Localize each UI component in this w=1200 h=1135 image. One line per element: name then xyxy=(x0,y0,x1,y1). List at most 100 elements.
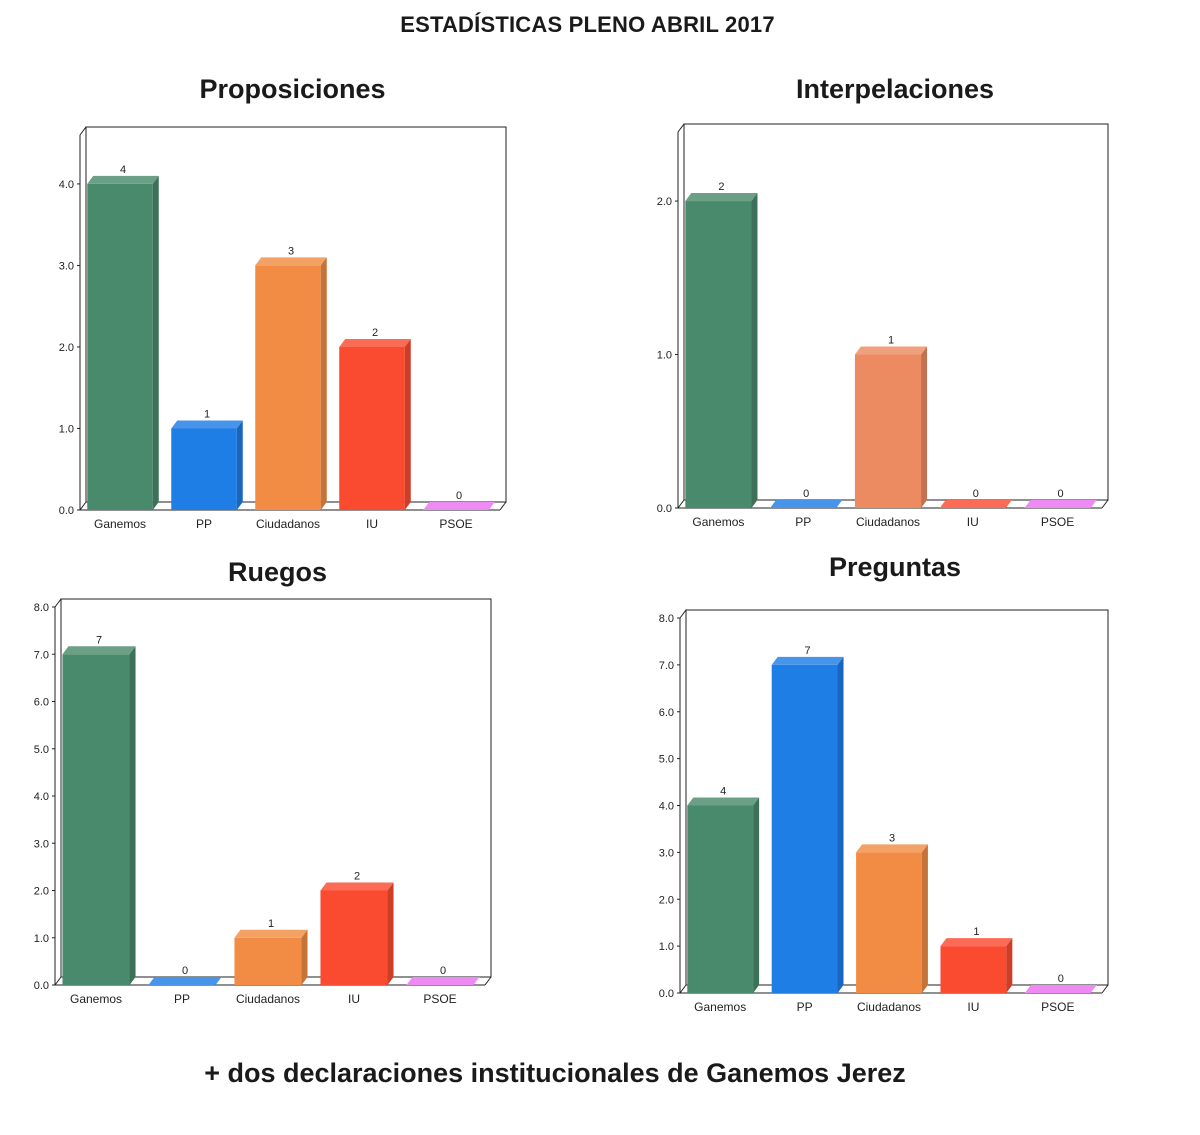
bar-value-label: 0 xyxy=(1058,488,1064,500)
y-tick-label: 1.0 xyxy=(34,933,49,945)
bar-value-label: 1 xyxy=(204,408,210,420)
y-tick-label: 5.0 xyxy=(659,754,674,766)
y-tick-label: 8.0 xyxy=(659,613,674,625)
frame-edge xyxy=(679,609,687,619)
y-tick-label: 2.0 xyxy=(59,342,74,354)
bar-top xyxy=(939,500,1012,508)
bar-side xyxy=(753,797,760,993)
bar-chart-svg: 0.0 1.0 2.0 3.0 4.0 5.0 6.0 7.0 8.0 7 Ganemos 0 PP 1 C… xyxy=(34,598,492,1006)
x-tick-label: Ganemos xyxy=(694,1000,746,1014)
frame-edge xyxy=(1101,499,1109,509)
bar-value-label: 0 xyxy=(803,488,809,500)
x-tick-label: Ganemos xyxy=(94,517,146,531)
frame-edge xyxy=(79,501,87,511)
y-tick-label: 7.0 xyxy=(34,649,49,661)
bar-chart-svg: 0.0 1.0 2.0 3.0 4.0 4 Ganemos 1 PP 3 Ciudadanos 2 IU… xyxy=(59,126,507,531)
bar-side xyxy=(921,844,928,993)
frame-edge xyxy=(79,126,87,136)
frame-edge xyxy=(54,598,62,608)
y-tick-label: 1.0 xyxy=(659,941,674,953)
y-tick-label: 6.0 xyxy=(34,697,49,709)
y-tick-label: 2.0 xyxy=(34,886,49,898)
bar-side xyxy=(129,646,136,985)
frame-edge xyxy=(54,976,62,986)
bar-top xyxy=(406,977,480,985)
bar-side xyxy=(152,175,159,511)
bar-value-label: 1 xyxy=(973,926,979,938)
chart-title: Proposiciones xyxy=(199,74,386,104)
x-tick-label: PSOE xyxy=(1041,515,1074,529)
chart-interpelaciones: Interpelaciones 0.0 1.0 2.0 2 Ganemos 0 PP 1 Ciu… xyxy=(640,70,1150,540)
bar-value-label: 0 xyxy=(456,490,462,502)
chart-title: Interpelaciones xyxy=(795,74,995,104)
bar-ciudadanos xyxy=(234,929,308,985)
frame-edge xyxy=(677,123,685,133)
bar-top xyxy=(770,500,843,508)
x-tick-label: PP xyxy=(196,517,212,531)
y-tick-label: 0.0 xyxy=(59,505,74,517)
x-tick-label: PSOE xyxy=(423,992,456,1006)
bar-front xyxy=(87,183,153,511)
x-tick-label: IU xyxy=(967,515,979,529)
bar-side xyxy=(236,420,243,510)
bar-front xyxy=(171,428,237,510)
y-tick-label: 1.0 xyxy=(657,350,672,362)
bar-front xyxy=(771,664,838,993)
y-tick-label: 6.0 xyxy=(659,707,674,719)
bar-top xyxy=(856,844,928,853)
bar-ganemos xyxy=(687,797,760,993)
bar-side xyxy=(837,656,844,993)
bar-top xyxy=(320,882,394,891)
bar-top xyxy=(1024,985,1097,993)
bar-top xyxy=(234,929,308,938)
bar-iu xyxy=(320,882,394,985)
x-tick-label: PSOE xyxy=(439,517,472,531)
bar-ciudadanos xyxy=(854,346,928,508)
y-tick-label: 4.0 xyxy=(659,801,674,813)
bar-front xyxy=(234,937,302,985)
bar-top xyxy=(854,346,928,355)
y-tick-label: 2.0 xyxy=(657,196,672,208)
bar-value-label: 0 xyxy=(440,965,446,977)
chart-preguntas: Preguntas 0.0 1.0 2.0 3.0 4.0 5.0 6.0 7.0 8.0 4 Ga… xyxy=(640,550,1150,1025)
bar-front xyxy=(320,890,388,985)
bar-front xyxy=(685,201,752,508)
bar-psoe xyxy=(423,502,495,510)
bar-top xyxy=(255,257,327,266)
bar-chart-svg: 0.0 1.0 2.0 2 Ganemos 0 PP 1 Ciudadanos 0 IU 0 PSOE xyxy=(657,123,1109,529)
bar-value-label: 3 xyxy=(288,245,294,257)
bar-side xyxy=(301,929,308,985)
y-tick-label: 3.0 xyxy=(34,838,49,850)
y-tick-label: 2.0 xyxy=(659,894,674,906)
bar-psoe xyxy=(406,977,480,985)
bar-pp xyxy=(771,656,844,993)
bar-top xyxy=(148,977,222,985)
x-tick-label: Ciudadanos xyxy=(857,1000,921,1014)
bar-pp xyxy=(148,977,222,985)
y-tick-label: 0.0 xyxy=(34,980,49,992)
bar-side xyxy=(387,882,394,985)
bar-psoe xyxy=(1024,985,1097,993)
x-tick-label: Ganemos xyxy=(70,992,122,1006)
y-tick-label: 1.0 xyxy=(59,423,74,435)
bar-top xyxy=(171,420,243,429)
bar-value-label: 2 xyxy=(372,327,378,339)
x-tick-label: PP xyxy=(797,1000,813,1014)
chart-title: Ruegos xyxy=(227,557,327,587)
bar-ganemos xyxy=(62,646,136,985)
page-title: ESTADÍSTICAS PLENO ABRIL 2017 xyxy=(400,12,775,37)
frame-edge xyxy=(1101,984,1109,994)
bar-chart-svg: 0.0 1.0 2.0 3.0 4.0 5.0 6.0 7.0 8.0 4 Ganemos 7 PP 3 C… xyxy=(659,609,1109,1014)
bar-iu xyxy=(939,500,1012,508)
x-tick-label: IU xyxy=(366,517,378,531)
bar-value-label: 2 xyxy=(354,871,360,883)
bar-top xyxy=(423,502,495,510)
bar-ganemos xyxy=(685,193,758,508)
bar-value-label: 4 xyxy=(120,164,126,176)
bar-side xyxy=(320,257,327,510)
y-tick-label: 4.0 xyxy=(59,179,74,191)
bar-value-label: 1 xyxy=(888,335,894,347)
bar-front xyxy=(854,354,922,508)
y-tick-label: 3.0 xyxy=(659,847,674,859)
frame-edge xyxy=(679,984,687,994)
